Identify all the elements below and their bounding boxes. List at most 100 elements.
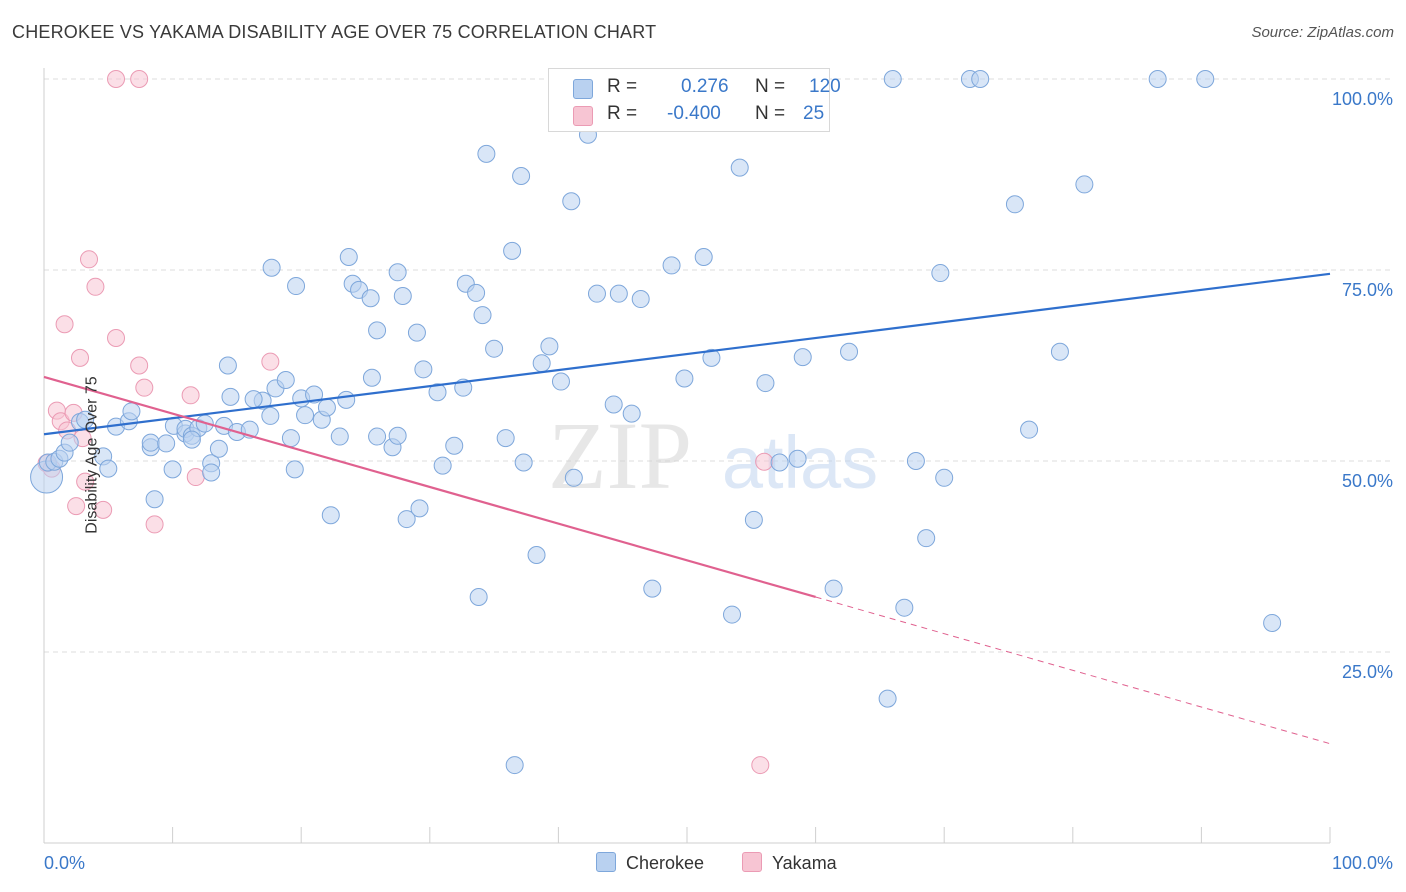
chart-title: CHEROKEE VS YAKAMA DISABILITY AGE OVER 7… xyxy=(12,22,657,42)
cherokee-point xyxy=(321,506,340,525)
x-tick-label: 0.0% xyxy=(44,853,85,873)
legend-n-label: N = xyxy=(755,76,786,97)
cherokee-point xyxy=(60,433,79,452)
cherokee-point xyxy=(157,434,176,453)
cherokee-point xyxy=(414,360,433,379)
yakama-point xyxy=(55,315,74,334)
cherokee-point xyxy=(145,490,164,509)
cherokee-point xyxy=(505,756,524,775)
cherokee-point xyxy=(433,456,452,475)
cherokee-point xyxy=(337,390,356,409)
cherokee-point xyxy=(917,529,936,548)
cherokee-point xyxy=(931,264,950,283)
cherokee-point xyxy=(770,453,789,472)
cherokee-point xyxy=(388,426,407,445)
cherokee-point xyxy=(1005,195,1024,214)
yakama-point xyxy=(755,452,774,471)
cherokee-point xyxy=(1075,175,1094,194)
y-tick-label: 50.0% xyxy=(1342,471,1393,491)
yakama-point xyxy=(107,328,126,347)
cherokee-point xyxy=(532,354,551,373)
cherokee-point xyxy=(824,579,843,598)
cherokee-point xyxy=(397,510,416,529)
cherokee-point xyxy=(285,460,304,479)
cherokee-point xyxy=(788,449,807,468)
cherokee-point xyxy=(445,436,464,455)
bottom-legend-yakama: Yakama xyxy=(742,852,837,874)
cherokee-point xyxy=(202,463,221,482)
cherokee-point xyxy=(744,510,763,529)
cherokee-point xyxy=(694,248,713,267)
cherokee-point xyxy=(662,256,681,275)
cherokee-point xyxy=(503,241,522,260)
legend-r-value: -0.400 xyxy=(667,103,721,124)
yakama-point xyxy=(107,70,126,88)
yakama-label: Yakama xyxy=(772,853,837,873)
cherokee-point xyxy=(209,439,228,458)
cherokee-point xyxy=(793,348,812,367)
cherokee-point xyxy=(388,263,407,282)
cherokee-point xyxy=(756,374,775,393)
cherokee-point xyxy=(587,284,606,303)
cherokee-point xyxy=(562,192,581,211)
x-tick-label: 100.0% xyxy=(1332,853,1393,873)
watermark-zip: ZIP xyxy=(548,402,692,509)
watermark: ZIP atlas xyxy=(548,402,878,509)
cherokee-point xyxy=(428,383,447,402)
legend-r-label: R = xyxy=(607,103,638,124)
cherokee-point xyxy=(317,398,336,417)
cherokee-point xyxy=(840,342,859,361)
yakama-point xyxy=(135,378,154,397)
cherokee-point xyxy=(163,460,182,479)
cherokee-point xyxy=(296,406,315,425)
cherokee-point xyxy=(723,605,742,624)
cherokee-point xyxy=(1020,420,1039,439)
cherokee-point xyxy=(339,248,358,267)
y-tick-label: 25.0% xyxy=(1342,662,1393,682)
cherokee-point xyxy=(971,70,990,88)
cherokee-point xyxy=(261,406,280,425)
cherokee-point xyxy=(512,167,531,186)
y-tick-label: 100.0% xyxy=(1332,89,1393,109)
cherokee-point xyxy=(467,283,486,302)
cherokee-point xyxy=(631,290,650,309)
tick-labels: 25.0% 50.0% 75.0% 100.0% 0.0% 100.0% xyxy=(44,89,1393,873)
cherokee-point xyxy=(182,430,201,449)
cherokee-swatch xyxy=(596,852,616,872)
cherokee-point xyxy=(99,459,118,478)
cherokee-point xyxy=(1050,342,1069,361)
yakama-swatch xyxy=(742,852,762,872)
cherokee-point xyxy=(221,387,240,406)
cherokee-label: Cherokee xyxy=(626,853,705,873)
cherokee-point xyxy=(368,427,387,446)
cherokee-point xyxy=(330,427,349,446)
cherokee-point xyxy=(604,395,623,414)
yakama-point xyxy=(130,356,149,375)
cherokee-point xyxy=(362,368,381,387)
yakama-point xyxy=(145,515,164,534)
bottom-legend-cherokee: Cherokee xyxy=(596,852,704,874)
cherokee-point xyxy=(477,144,496,163)
cherokee-point xyxy=(564,468,583,487)
yakama-point xyxy=(94,500,113,519)
cherokee-point xyxy=(287,277,306,296)
cherokee-point xyxy=(485,339,504,358)
legend-n-value: 120 xyxy=(809,76,841,97)
cherokee-point xyxy=(895,598,914,617)
yakama-point xyxy=(186,468,205,487)
cherokee-point xyxy=(702,348,721,367)
cherokee-point xyxy=(393,286,412,305)
legend-r-value: 0.276 xyxy=(681,76,729,97)
cherokee-point xyxy=(730,158,749,177)
cherokee-point xyxy=(218,356,237,375)
cherokee-point xyxy=(276,371,295,390)
legend-n-value: 25 xyxy=(803,103,825,124)
yakama-point xyxy=(76,472,95,491)
cherokee-point xyxy=(906,452,925,470)
yakama-point xyxy=(181,386,200,405)
cherokee-point xyxy=(361,289,380,308)
cherokee-point xyxy=(540,337,559,356)
source-label: Source: ZipAtlas.com xyxy=(1251,24,1394,41)
cherokee-point xyxy=(878,689,897,708)
